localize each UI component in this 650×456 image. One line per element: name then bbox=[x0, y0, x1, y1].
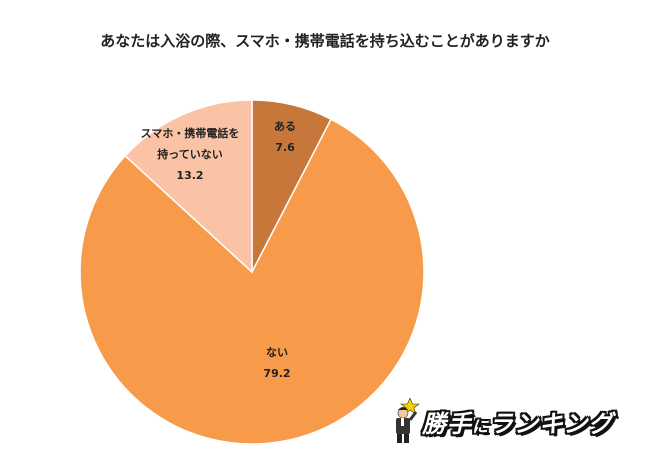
chart-title: あなたは入浴の際、スマホ・携帯電話を持ち込むことがありますか bbox=[100, 32, 550, 50]
slice-label-line: ある bbox=[274, 120, 296, 133]
logo-text-main: 勝手 bbox=[422, 410, 472, 438]
logo-text-tail: ランキング bbox=[489, 410, 614, 438]
slice-label: ある 7.6 bbox=[274, 120, 296, 154]
logo-text: 勝手にランキング bbox=[422, 404, 613, 439]
slice-label-line: 7.6 bbox=[275, 141, 295, 154]
mascot-icon bbox=[396, 398, 420, 443]
logo-text-small: に bbox=[472, 417, 490, 436]
pie-slice bbox=[79, 118, 425, 445]
slice-label: ない 79.2 bbox=[263, 346, 290, 380]
slice-label-line: スマホ・携帯電話を bbox=[141, 126, 240, 140]
slice-label-line: ない bbox=[266, 346, 288, 359]
pie-slice bbox=[124, 99, 253, 274]
slice-label-line: 13.2 bbox=[176, 169, 203, 182]
pie-slices bbox=[79, 99, 425, 445]
pie-labels: ある 7.6 ない 79.2 スマホ・携帯電話を持っていない 13.2 bbox=[141, 120, 296, 380]
slice-label: スマホ・携帯電話を持っていない 13.2 bbox=[141, 126, 240, 182]
slice-label-line: 79.2 bbox=[263, 367, 290, 380]
slice-label-line: 持っていない bbox=[157, 147, 222, 161]
site-logo: 勝手にランキング bbox=[392, 396, 632, 448]
